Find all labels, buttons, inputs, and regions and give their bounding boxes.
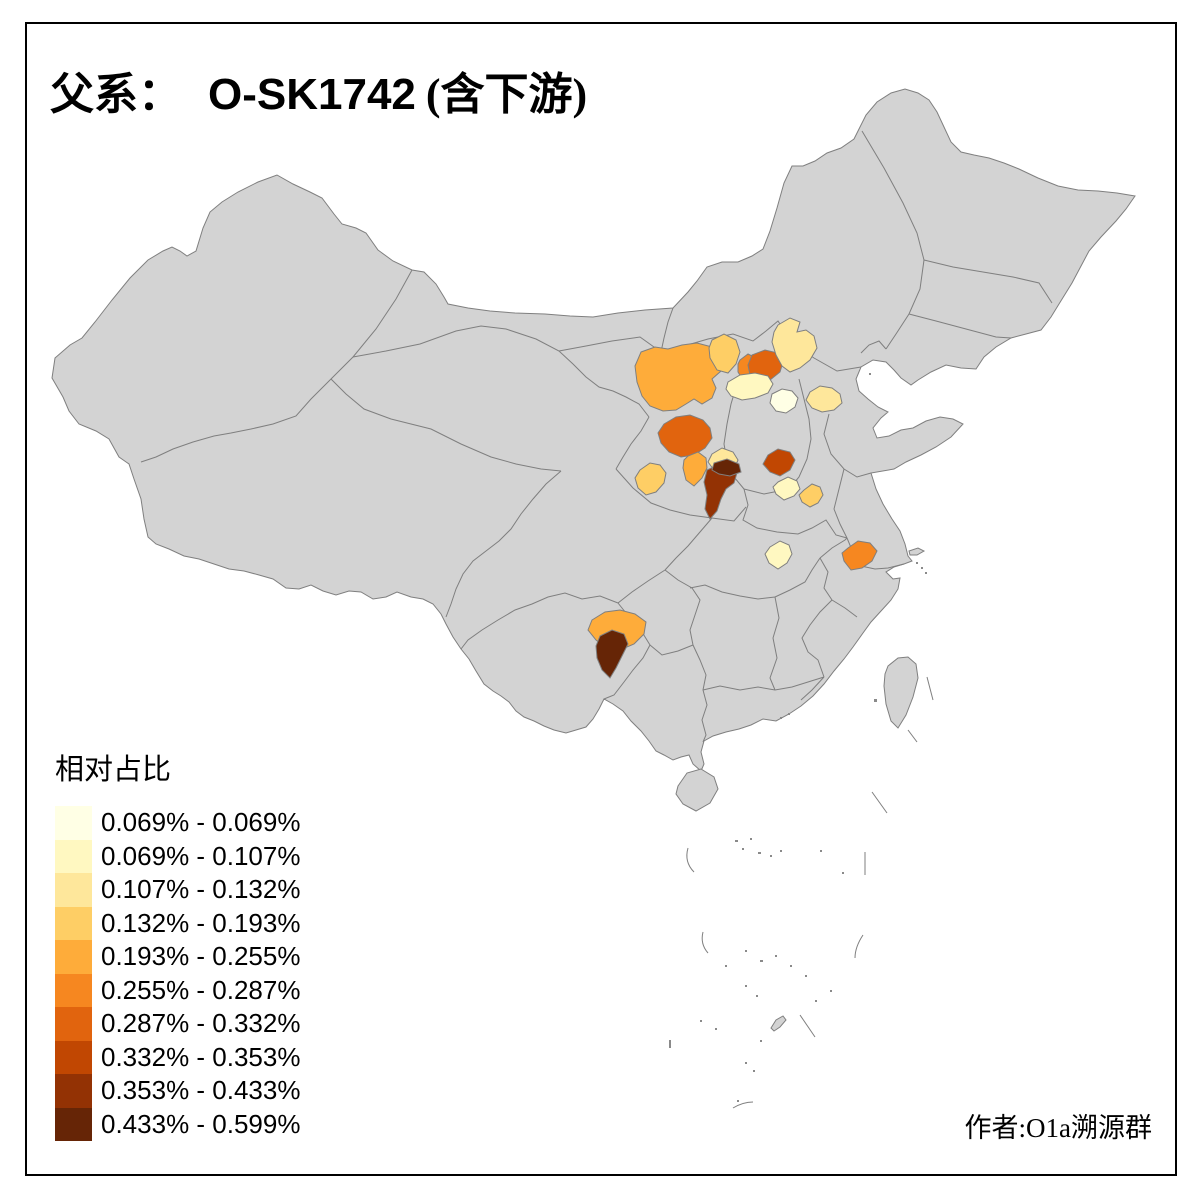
region-19 xyxy=(841,540,878,571)
region-21 xyxy=(595,629,629,679)
legend-swatch xyxy=(55,973,92,1007)
small-island xyxy=(770,1015,787,1032)
legend-item: 0.107% - 0.132% xyxy=(55,873,300,907)
legend-swatch xyxy=(55,1074,92,1108)
region-17 xyxy=(798,483,824,508)
legend-swatch xyxy=(55,873,92,907)
legend-swatch xyxy=(55,1007,92,1041)
hainan-island xyxy=(675,768,719,812)
title-prefix: 父系： xyxy=(50,70,182,119)
legend-swatch xyxy=(55,1040,92,1074)
region-10 xyxy=(682,451,708,487)
title-haplogroup: O-SK1742 xyxy=(208,70,416,119)
region-09 xyxy=(657,414,713,458)
legend-label: 0.287% - 0.332% xyxy=(101,1008,301,1038)
legend-item: 0.353% - 0.433% xyxy=(55,1074,300,1108)
legend-label: 0.132% - 0.193% xyxy=(101,907,301,938)
legend-item: 0.287% - 0.332% xyxy=(55,1007,300,1041)
province-borders xyxy=(140,130,1053,743)
legend-item: 0.069% - 0.107% xyxy=(55,839,301,873)
legend-item: 0.132% - 0.193% xyxy=(55,906,301,940)
region-15 xyxy=(762,448,796,477)
sea-islands xyxy=(669,373,934,1109)
legend-swatch xyxy=(55,906,92,940)
legend-label: 0.107% - 0.132% xyxy=(101,874,301,904)
chongming-island xyxy=(908,547,926,556)
legend-swatch xyxy=(55,806,92,840)
legend-label: 0.069% - 0.107% xyxy=(101,840,301,871)
region-05 xyxy=(771,317,818,373)
page-title: 父系： O-SK1742 (含下游) xyxy=(50,58,587,122)
region-16 xyxy=(772,476,801,501)
legend-swatch xyxy=(55,1107,92,1141)
region-02 xyxy=(708,333,741,374)
legend-item: 0.332% - 0.353% xyxy=(55,1040,301,1074)
region-18 xyxy=(764,540,793,570)
legend-item: 0.255% - 0.287% xyxy=(55,973,301,1007)
legend-label: 0.332% - 0.353% xyxy=(101,1041,301,1072)
legend-label: 0.193% - 0.255% xyxy=(101,941,301,971)
legend-swatch xyxy=(55,940,92,974)
legend-label: 0.433% - 0.599% xyxy=(101,1108,301,1139)
legend-label: 0.353% - 0.433% xyxy=(101,1075,301,1105)
legend: 相对占比 0.069% - 0.069% 0.069% - 0.107% 0.1… xyxy=(55,746,300,1141)
legend-item: 0.193% - 0.255% xyxy=(55,940,300,974)
region-14 xyxy=(711,458,742,477)
title-suffix: (含下游) xyxy=(425,70,588,119)
taiwan-island xyxy=(883,656,919,729)
region-07 xyxy=(769,388,799,414)
legend-item: 0.069% - 0.069% xyxy=(55,806,300,840)
legend-label: 0.255% - 0.287% xyxy=(101,974,301,1005)
plot-frame xyxy=(25,22,1177,1176)
legend-item: 0.433% - 0.599% xyxy=(55,1107,301,1141)
legend-title: 相对占比 xyxy=(55,754,172,786)
region-01 xyxy=(634,342,728,412)
region-08 xyxy=(805,385,843,413)
choropleth-regions xyxy=(587,317,878,679)
region-06 xyxy=(725,372,774,401)
china-mainland xyxy=(51,88,1136,772)
legend-swatch xyxy=(55,839,92,873)
legend-label: 0.069% - 0.069% xyxy=(101,807,301,837)
author-credit: 作者:O1a溯源群 xyxy=(964,1113,1152,1143)
region-12 xyxy=(634,462,667,496)
